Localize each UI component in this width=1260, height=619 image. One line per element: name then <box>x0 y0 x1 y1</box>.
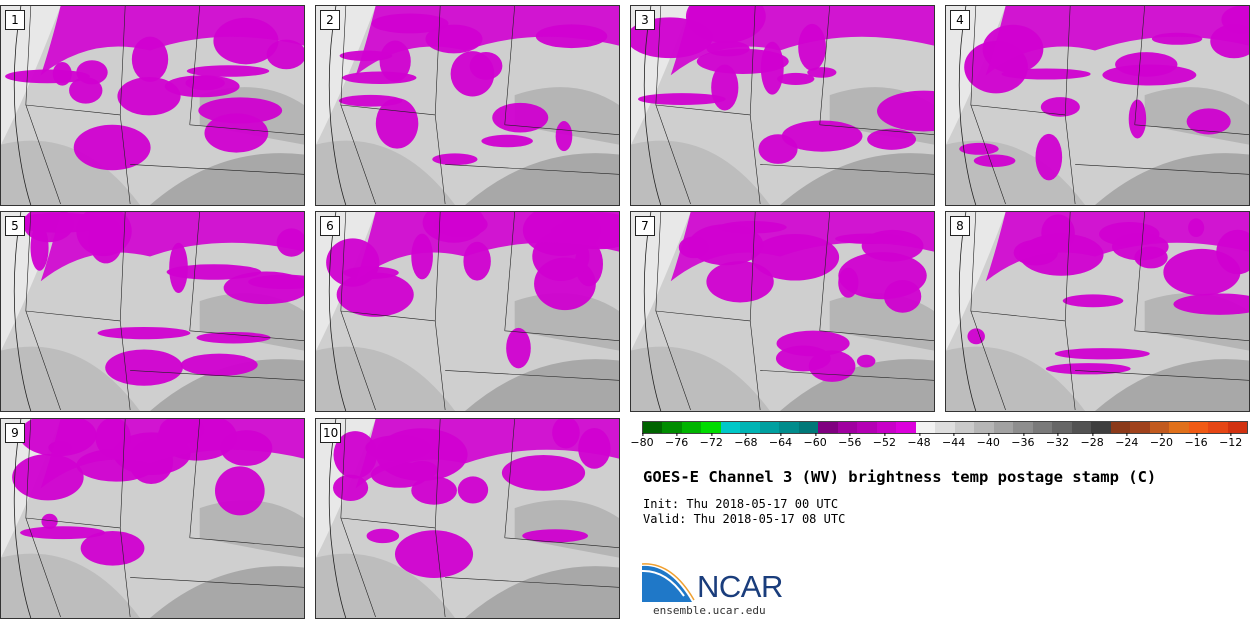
colorbar-segment <box>896 422 916 433</box>
colorbar-tick-label: −16 <box>1184 433 1208 449</box>
colorbar-segment <box>681 422 702 433</box>
map-image <box>946 6 1249 205</box>
colorbar-segment <box>779 422 799 433</box>
colorbar-tick-label: −68 <box>734 433 758 449</box>
colorbar-tick-label: −64 <box>768 433 793 449</box>
colorbar-tick-label: −28 <box>1080 433 1104 449</box>
forecast-panel: 7 <box>630 211 935 412</box>
colorbar-segment <box>1149 422 1170 433</box>
panel-label: 1 <box>5 10 25 30</box>
colorbar-tick-label: −12 <box>1219 433 1243 449</box>
plot-title: GOES-E Channel 3 (WV) brightness temp po… <box>643 468 1157 486</box>
forecast-panel: 9 <box>0 418 305 619</box>
colorbar-tick-label: −36 <box>1011 433 1035 449</box>
map-image <box>1 6 304 205</box>
colorbar-segment <box>1227 422 1248 433</box>
colorbar-segment <box>974 422 994 433</box>
map-image <box>1 212 304 411</box>
colorbar-tick-label: −44 <box>942 433 966 449</box>
colorbar-segment <box>935 422 955 433</box>
forecast-panel: 4 <box>945 5 1250 206</box>
colorbar-tick-label: −24 <box>1115 433 1139 449</box>
panel-label: 6 <box>320 216 340 236</box>
colorbar-segment <box>1130 422 1150 433</box>
panel-label: 7 <box>635 216 655 236</box>
ncar-logo-icon <box>642 563 695 602</box>
site-url: ensemble.ucar.edu <box>653 604 766 617</box>
colorbar-segment <box>915 422 936 433</box>
colorbar-tick-label: −40 <box>976 433 1000 449</box>
colorbar-tick-label: −52 <box>872 433 896 449</box>
colorbar-tick-label: −20 <box>1149 433 1174 449</box>
colorbar-segment <box>701 422 721 433</box>
colorbar-ticks: −80 −76 −72 −68 −64 −60 −56 −52 −48 −44 −40 −36 −32−… <box>630 433 1248 456</box>
forecast-panel: 8 <box>945 211 1250 412</box>
colorbar-segment <box>1169 422 1189 433</box>
colorbar-segment <box>993 422 1014 433</box>
colorbar-segment <box>798 422 819 433</box>
forecast-panel: 3 <box>630 5 935 206</box>
colorbar-segment <box>876 422 897 433</box>
map-image <box>316 6 619 205</box>
colorbar-segment <box>1032 422 1053 433</box>
panel-label: 8 <box>950 216 970 236</box>
panel-label: 3 <box>635 10 655 30</box>
colorbar-segment <box>759 422 780 433</box>
panel-label: 9 <box>5 423 25 443</box>
colorbar-segment <box>857 422 877 433</box>
colorbar <box>642 421 1248 434</box>
forecast-panel: 1 <box>0 5 305 206</box>
colorbar-segment <box>1110 422 1131 433</box>
panel-label: 5 <box>5 216 25 236</box>
map-image <box>316 212 619 411</box>
colorbar-segment <box>1071 422 1092 433</box>
panel-label: 2 <box>320 10 340 30</box>
map-image <box>316 419 619 618</box>
forecast-panel: 10 <box>315 418 620 619</box>
colorbar-tick-label: −72 <box>699 433 723 449</box>
colorbar-segment <box>818 422 838 433</box>
forecast-panel: 6 <box>315 211 620 412</box>
colorbar-segment <box>740 422 760 433</box>
panel-label: 10 <box>320 423 342 443</box>
forecast-panel: 2 <box>315 5 620 206</box>
colorbar-tick-label: −48 <box>907 433 931 449</box>
init-time: Init: Thu 2018-05-17 00 UTC <box>643 497 839 511</box>
colorbar-tick-label: −56 <box>838 433 862 449</box>
map-image <box>631 6 934 205</box>
colorbar-segment <box>662 422 682 433</box>
forecast-panel: 5 <box>0 211 305 412</box>
colorbar-segment <box>954 422 975 433</box>
colorbar-segment <box>720 422 741 433</box>
ncar-logo-text: NCAR <box>697 569 783 604</box>
colorbar-tick-label: −80 <box>630 433 654 449</box>
colorbar-segment <box>1013 422 1033 433</box>
colorbar-tick-label: −32 <box>1045 433 1070 449</box>
colorbar-segment <box>643 422 663 433</box>
map-image <box>631 212 934 411</box>
valid-time: Valid: Thu 2018-05-17 08 UTC <box>643 512 846 526</box>
colorbar-tick-label: −76 <box>665 433 689 449</box>
map-image <box>1 419 304 618</box>
colorbar-tick-label: −60 <box>803 433 827 449</box>
map-image <box>946 212 1249 411</box>
colorbar-segment <box>1091 422 1111 433</box>
panel-label: 4 <box>950 10 970 30</box>
colorbar-segment <box>1188 422 1209 433</box>
colorbar-segment <box>837 422 858 433</box>
colorbar-segment <box>1208 422 1228 433</box>
colorbar-segment <box>1052 422 1072 433</box>
